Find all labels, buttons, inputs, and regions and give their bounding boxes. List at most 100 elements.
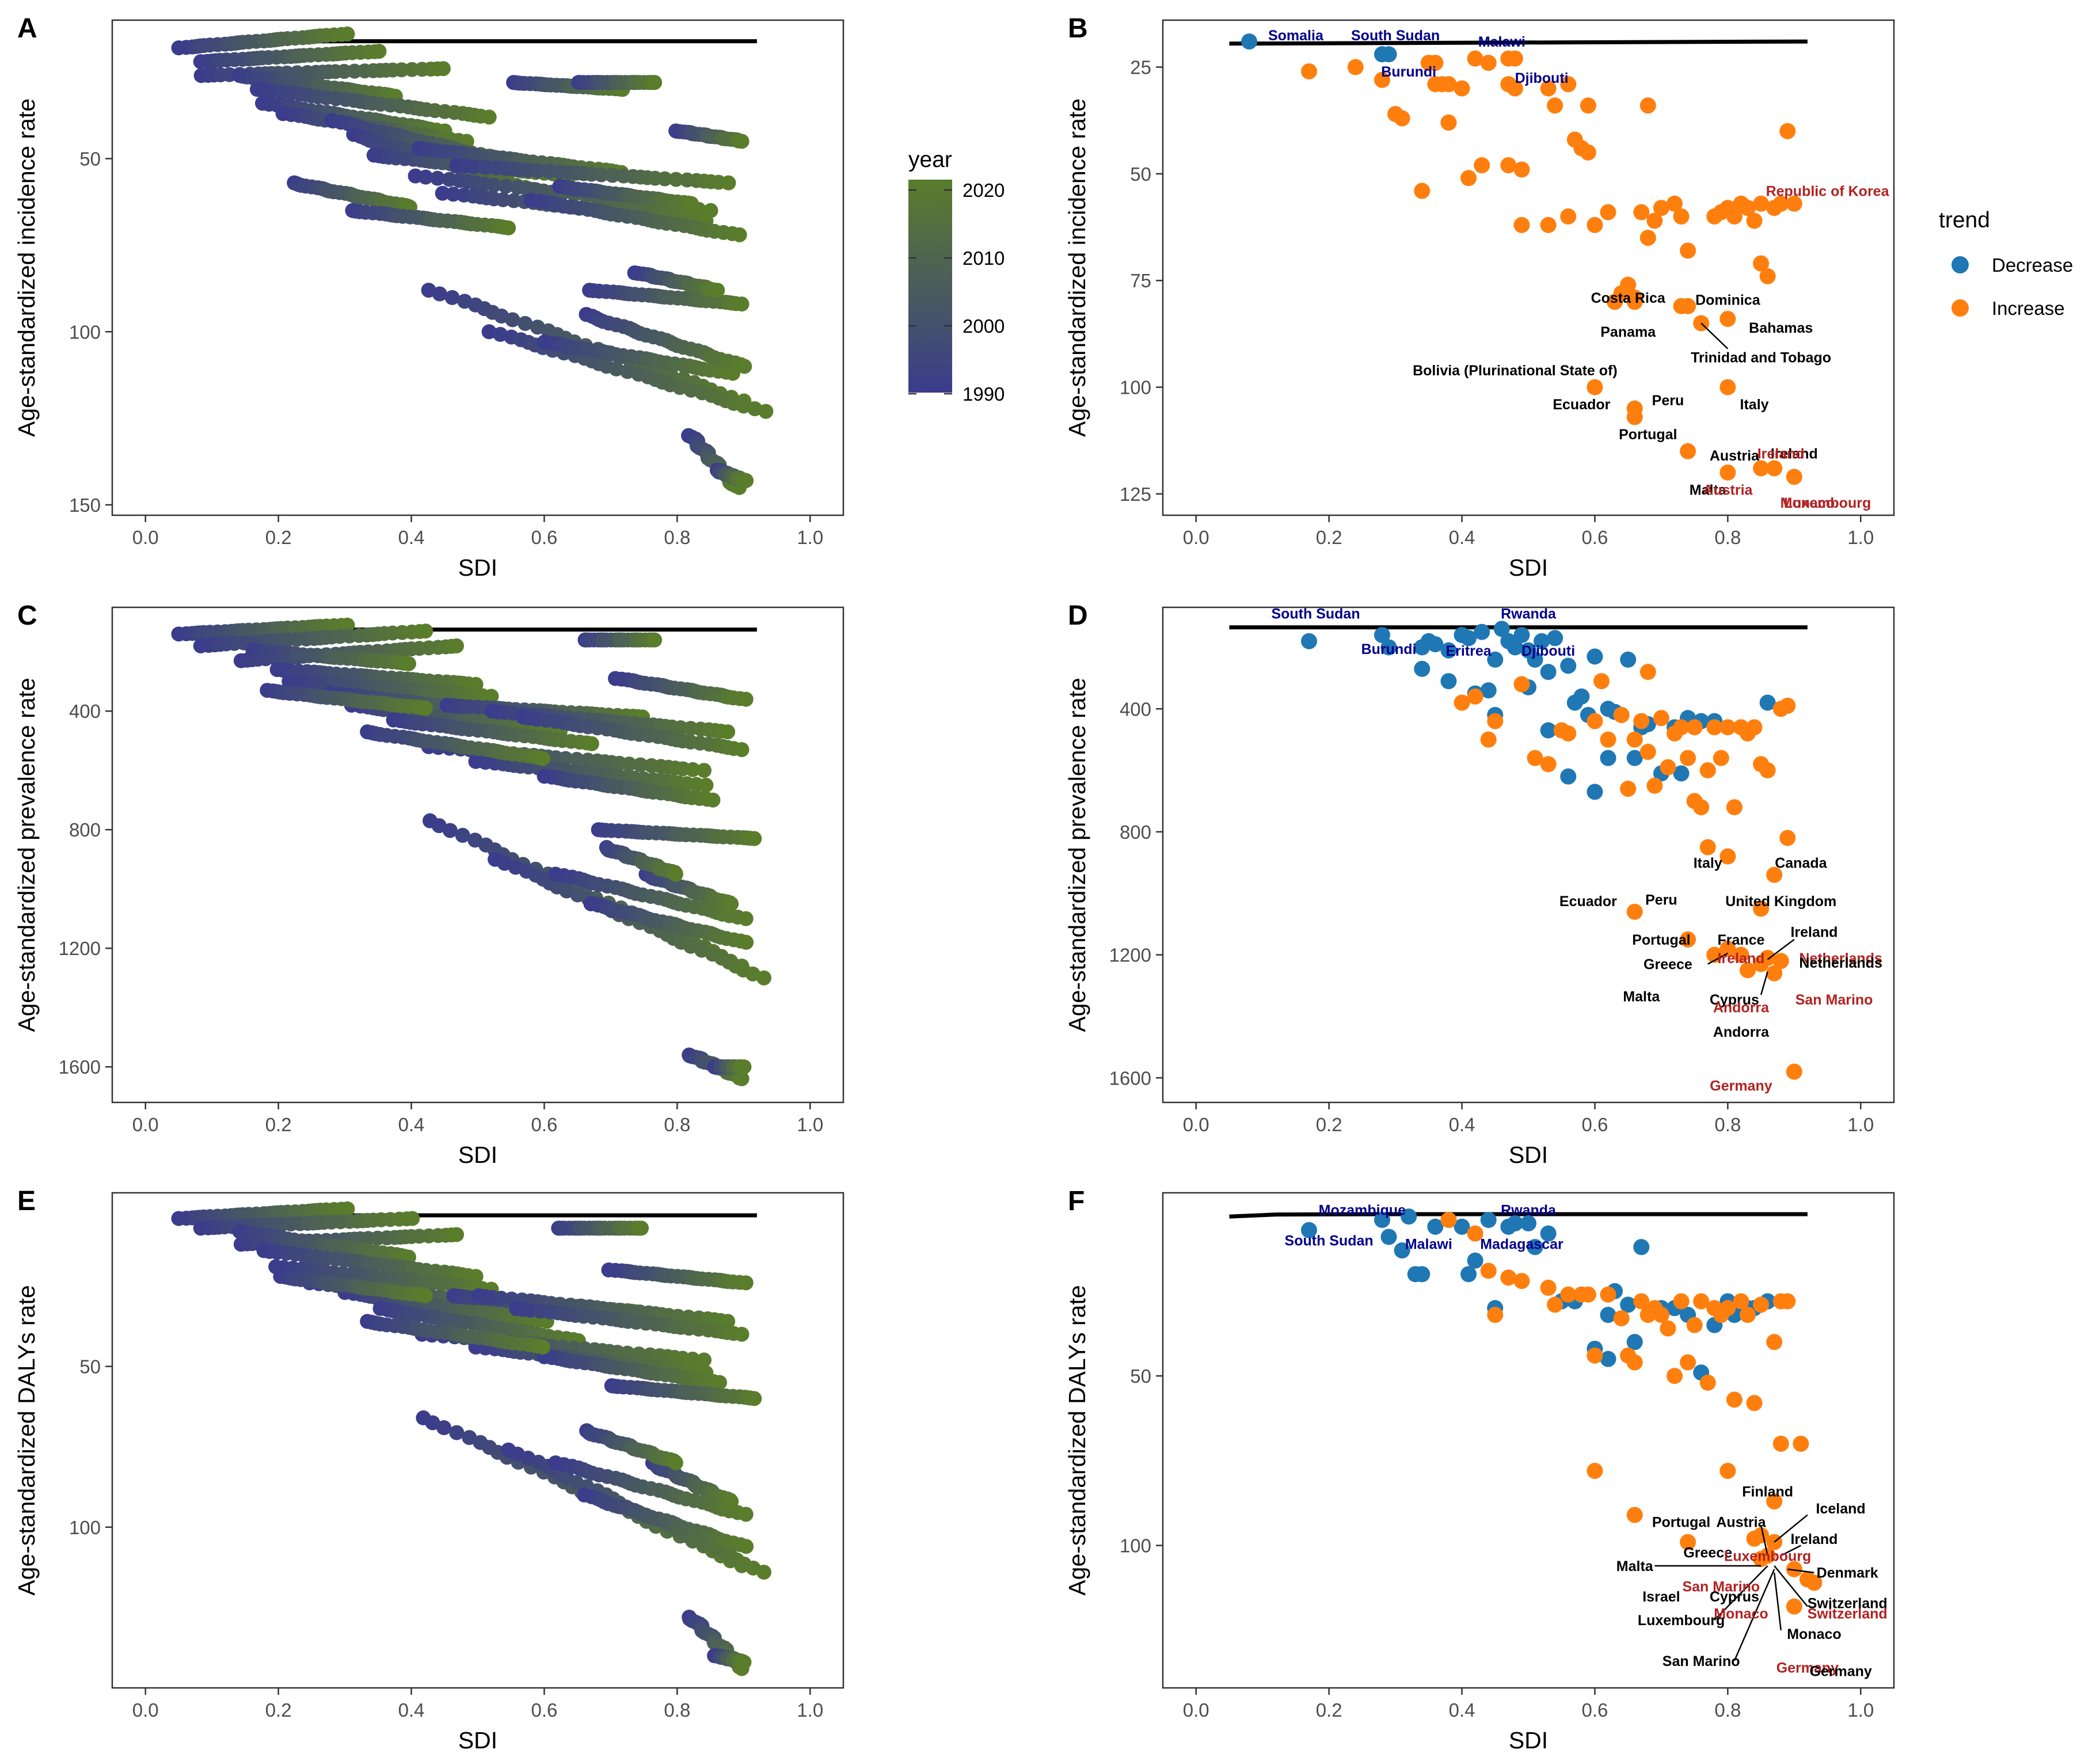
country-trajectory <box>171 1201 355 1226</box>
country-trajectory <box>193 1211 420 1236</box>
point-increase <box>1540 1279 1557 1296</box>
country-trajectory <box>604 1378 762 1406</box>
point-increase <box>1626 1507 1643 1523</box>
country-label: South Sudan <box>1271 606 1360 622</box>
point-decrease <box>1414 639 1431 656</box>
trajectory-point <box>518 315 533 331</box>
point-increase <box>1719 310 1736 327</box>
x-tick-label: 0.4 <box>1449 1699 1475 1721</box>
trajectory-point <box>619 1345 635 1361</box>
point-increase <box>1626 289 1643 306</box>
panel-c: C 0.0 0.2 0.4 0.6 0.8 1.0 400 800 1200 1600 SDI Age-… <box>13 600 844 1168</box>
country-label: Ireland <box>1790 925 1838 941</box>
country-label: Denmark <box>1817 1565 1878 1581</box>
x-tick-label: 0.2 <box>1316 527 1342 548</box>
points-decrease <box>1241 33 1397 63</box>
country-label: Cyprus <box>1710 1589 1759 1605</box>
point-increase <box>1513 1273 1530 1290</box>
x-tick-label: 0.8 <box>1714 527 1741 548</box>
panel-a-frame <box>111 19 844 516</box>
country-trajectory <box>249 82 497 125</box>
trajectory-point <box>430 170 446 186</box>
x-tick-label: 0.4 <box>1449 527 1475 548</box>
point-increase <box>1753 900 1770 917</box>
point-increase <box>1673 719 1690 736</box>
y-tick-label: 400 <box>1120 698 1151 720</box>
point-increase <box>1719 940 1736 957</box>
point-increase <box>1580 97 1596 114</box>
panel-c-frame <box>111 606 844 1104</box>
point-increase <box>1639 664 1656 680</box>
trajectory-point <box>495 192 511 207</box>
point-increase <box>1587 1463 1603 1479</box>
point-increase <box>1753 460 1770 477</box>
point-increase <box>1779 697 1796 714</box>
point-decrease <box>1460 1266 1477 1283</box>
year-tick-label-2000: 2000 <box>963 315 1005 337</box>
point-decrease <box>1374 1212 1390 1228</box>
x-tick-label: 0.2 <box>265 527 292 548</box>
point-increase <box>1719 464 1736 481</box>
point-decrease <box>1573 688 1590 705</box>
point-increase <box>1667 195 1683 212</box>
trajectory-point <box>697 1352 712 1368</box>
point-increase <box>1440 114 1457 131</box>
point-increase <box>1540 216 1557 233</box>
point-decrease <box>1520 1215 1536 1232</box>
country-trajectory <box>256 1243 484 1284</box>
point-decrease <box>1427 1218 1444 1235</box>
point-decrease <box>1506 639 1523 656</box>
label-leader-line <box>1707 952 1728 965</box>
label-leader-line <box>1760 971 1768 995</box>
country-label: Madagascar <box>1480 1236 1563 1252</box>
country-label: Luxembourg <box>1784 495 1871 511</box>
x-tick-label: 0.0 <box>1183 1114 1209 1135</box>
point-increase <box>1560 208 1577 225</box>
y-tick-label: 1600 <box>1109 1067 1151 1089</box>
point-increase <box>1772 1435 1789 1452</box>
trend-key-decrease <box>1951 256 1969 273</box>
country-label: Malawi <box>1405 1236 1452 1252</box>
country-label: Portugal <box>1652 1514 1710 1530</box>
trajectory-point <box>736 1059 752 1075</box>
country-label: Ireland <box>1757 446 1805 462</box>
country-trajectory <box>193 623 433 653</box>
x-tick-label: 0.0 <box>132 1114 159 1135</box>
label-leader-line <box>1773 1572 1782 1631</box>
country-label: Austria <box>1716 1514 1766 1530</box>
point-increase <box>1467 688 1483 705</box>
country-label: Monaco <box>1781 495 1835 511</box>
country-label: Portugal <box>1632 932 1690 948</box>
trajectory-point <box>672 380 688 395</box>
point-increase <box>1793 1435 1809 1452</box>
trajectory-point <box>705 792 721 808</box>
y-tick-label: 25 <box>1130 57 1151 78</box>
country-trajectory <box>709 462 754 488</box>
point-increase <box>1600 1286 1616 1303</box>
trajectory-point <box>747 831 762 846</box>
country-label: Luxembourg <box>1638 1612 1725 1629</box>
point-increase <box>1699 1374 1716 1391</box>
trajectory-point <box>724 1494 739 1509</box>
point-increase <box>1347 59 1364 75</box>
y-tick-label: 400 <box>69 701 101 722</box>
trajectory-point <box>647 632 663 648</box>
trajectory-point <box>541 163 557 179</box>
x-tick-label: 1.0 <box>1847 527 1874 548</box>
x-axis-title: SDI <box>458 554 497 581</box>
point-increase <box>1513 216 1530 233</box>
point-increase <box>1740 1307 1756 1323</box>
point-increase <box>1673 1293 1690 1310</box>
point-increase <box>1713 750 1729 766</box>
x-tick-label: 0.6 <box>1582 1699 1608 1721</box>
point-increase <box>1580 1286 1596 1303</box>
point-increase <box>1646 212 1663 229</box>
point-increase <box>1680 242 1696 259</box>
label-leader-line <box>1787 1568 1814 1573</box>
trajectory-point <box>697 763 712 778</box>
y-axis-title: Age-standardized prevalence rate <box>1064 678 1090 1032</box>
x-tick-label: 0.8 <box>664 1699 690 1721</box>
trajectory-point <box>710 283 725 298</box>
point-decrease <box>1480 1212 1497 1228</box>
point-increase <box>1719 719 1736 736</box>
